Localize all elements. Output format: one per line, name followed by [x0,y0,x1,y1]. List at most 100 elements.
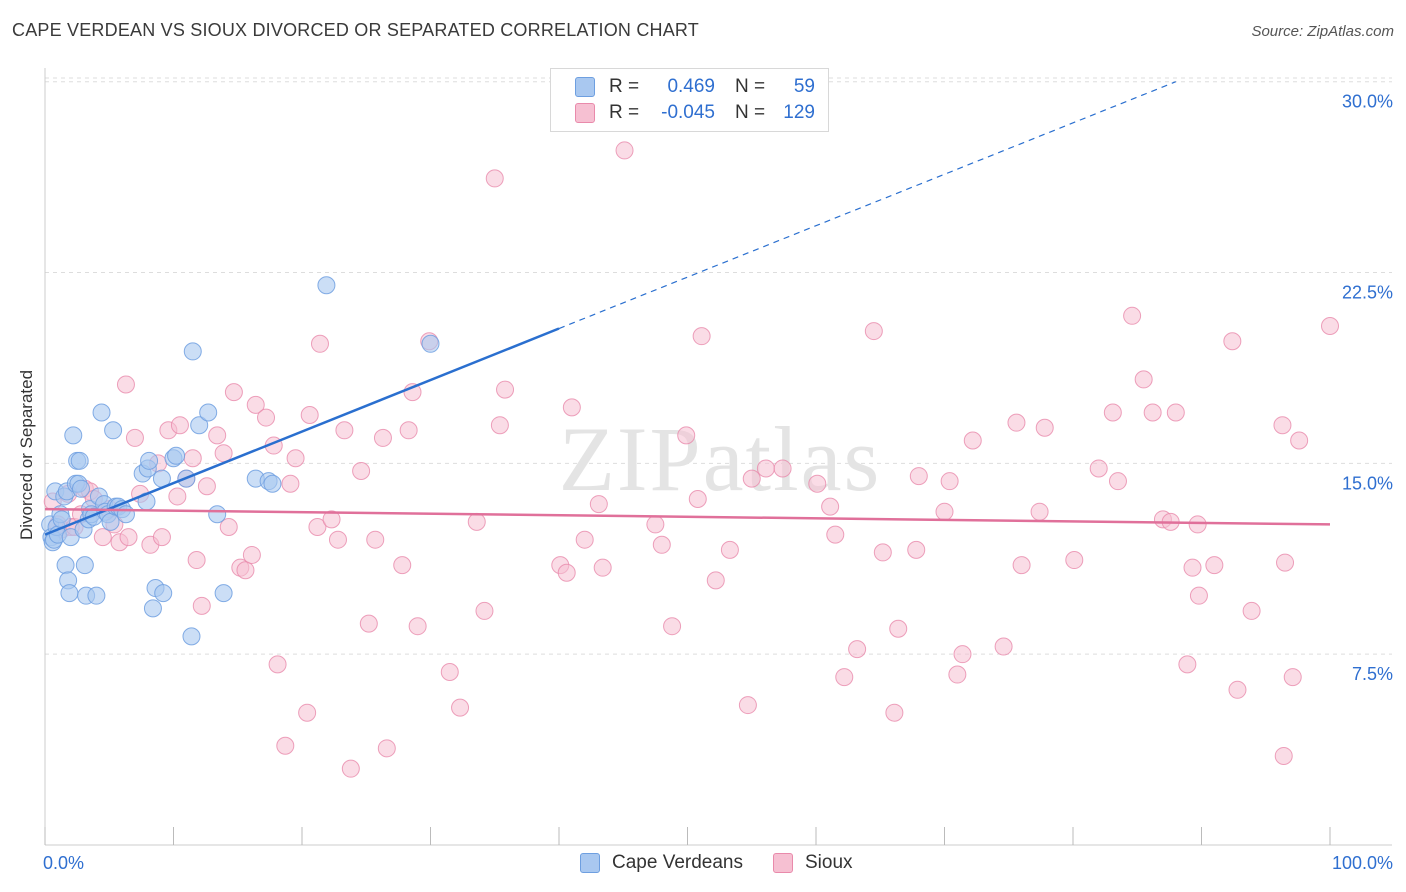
sioux-point [692,327,711,346]
sioux-point [808,474,827,493]
sioux-point [615,141,634,160]
sioux-point [1228,680,1247,699]
sioux-point [575,530,594,549]
sioux-point [864,322,883,341]
legend-row-cape-verdeans: R = 0.469 N = 59 [575,75,815,99]
sioux-point [688,489,707,508]
tick-labels: 7.5% 15.0% 22.5% 30.0% 0.0% 100.0% [43,92,1393,873]
sioux-point [1089,459,1108,478]
sioux-point [152,528,171,547]
legend-item-sioux[interactable]: Sioux [773,852,853,874]
sioux-point [192,596,211,615]
sioux-point [826,525,845,544]
sioux-point [187,551,206,570]
sioux-point [1283,668,1302,687]
pink-swatch [773,853,793,873]
cape-verdean-point [317,276,336,295]
sioux-point [352,462,371,480]
blue-swatch [580,853,600,873]
r-label: R = [609,76,640,97]
sioux-point [1012,556,1031,575]
sioux-point [873,543,892,562]
sioux-point [1065,551,1084,570]
cape-verdean-point [116,505,135,524]
sioux-point [451,698,470,717]
sioux-point [652,535,671,554]
y-tick-label: 7.5% [1352,664,1393,684]
sioux-point [373,428,392,447]
legend-row-sioux: R = -0.045 N = 129 [575,101,815,125]
pink-swatch [575,103,595,123]
sioux-point [935,502,954,521]
sioux-point [335,421,354,440]
sioux-point [756,459,775,478]
cape-verdean-point [87,586,106,605]
sioux-point [298,703,317,722]
legend-label: Sioux [805,852,853,873]
sioux-point [562,398,581,417]
sioux-point [1205,556,1224,575]
sioux-point [948,665,967,684]
stats-legend: R = 0.469 N = 59 R = -0.045 N = 129 [550,68,829,132]
sioux-point [399,421,418,440]
cape-verdean-trend-line [44,327,560,536]
legend-item-cape-verdeans[interactable]: Cape Verdeans [580,852,743,874]
sioux-point [1103,403,1122,422]
sioux-point [490,416,509,435]
r-label: R = [609,102,640,123]
sioux-point [268,655,287,674]
sioux-point [93,528,112,547]
cape-verdean-point [140,451,159,470]
sioux-point [1273,416,1292,435]
r-value: -0.045 [661,102,715,123]
sioux-point [909,467,928,486]
sioux-point [907,540,926,559]
sioux-point [1030,502,1049,521]
sioux-point [1321,316,1339,335]
sioux-points [43,141,1339,778]
sioux-point [440,662,459,681]
cape-verdean-point [143,599,162,618]
sioux-point [300,406,319,425]
sioux-point [125,428,144,447]
sioux-point [119,528,138,547]
cape-verdean-point [182,627,201,646]
sioux-point [1183,558,1202,577]
sioux-point [246,395,265,414]
sioux-point [219,517,238,536]
sioux-point [242,545,261,564]
sioux-point [496,380,515,399]
sioux-point [1123,306,1142,325]
sioux-point [286,449,305,468]
x-tick-label-max: 100.0% [1332,853,1393,873]
sioux-point [236,561,255,580]
cape-verdean-point [60,584,79,603]
cape-verdean-points [41,276,440,646]
sioux-point [663,617,682,636]
sioux-point [773,459,792,478]
sioux-point [281,474,300,493]
sioux-point [593,558,612,577]
r-value: 0.469 [667,76,715,97]
watermark: ZIPatlas [559,408,882,510]
sioux-point [310,334,329,353]
sioux-point [408,617,427,636]
sioux-point [322,510,341,529]
blue-swatch [575,77,595,97]
sioux-point [168,487,187,506]
sioux-point [677,426,696,445]
cape-verdean-trend-extension [558,81,1177,330]
sioux-point [1223,332,1242,351]
cape-verdean-point [56,556,75,575]
sioux-point [1007,413,1026,432]
sioux-point [1290,431,1309,450]
sioux-point [214,444,233,463]
sioux-point [183,449,202,468]
cape-verdean-point [70,451,89,470]
cape-verdean-point [199,403,218,422]
sioux-point [821,497,840,516]
sioux-point [1188,515,1207,534]
sioux-point [1274,746,1293,765]
y-tick-label: 30.0% [1342,92,1393,112]
